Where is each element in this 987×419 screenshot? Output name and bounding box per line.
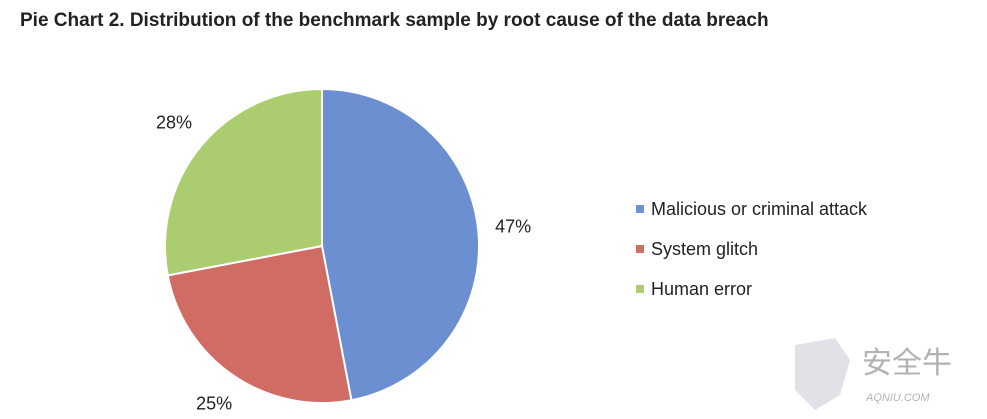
watermark-logo: [795, 338, 850, 410]
legend-swatch: [636, 245, 644, 253]
legend-label: Malicious or criminal attack: [651, 199, 868, 219]
legend-swatch: [636, 285, 644, 293]
pie-slice: [321, 87, 480, 402]
legend-swatch: [636, 205, 644, 213]
pie-slice: [164, 87, 323, 277]
chart-title: Pie Chart 2. Distribution of the benchma…: [20, 10, 769, 31]
legend-label: System glitch: [651, 239, 758, 259]
watermark-subtext: AQNIU.COM: [865, 392, 930, 404]
data-label: 47%: [495, 217, 531, 237]
legend-label: Human error: [651, 279, 752, 299]
data-label: 25%: [196, 394, 232, 414]
watermark-text: 安全牛: [862, 347, 952, 380]
pie-slice: [166, 244, 353, 404]
data-label: 28%: [156, 112, 192, 132]
watermark: 安全牛 AQNIU.COM: [795, 338, 952, 410]
